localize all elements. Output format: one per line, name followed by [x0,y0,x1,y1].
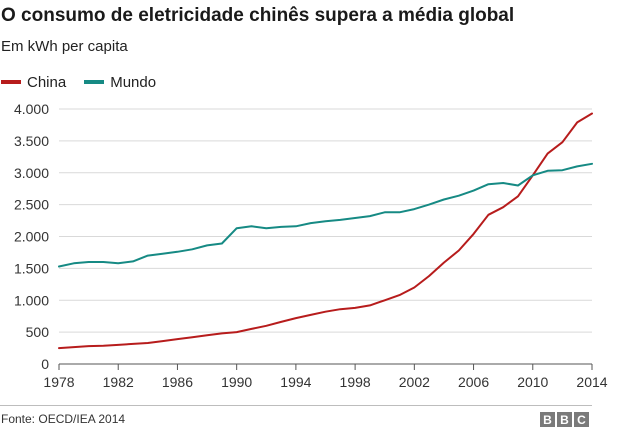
x-tick-label: 1978 [43,374,74,390]
legend-item-china: China [1,74,66,91]
y-tick-label: 0 [41,356,49,372]
y-tick-label: 4.000 [14,101,49,117]
legend-label-mundo: Mundo [110,73,157,91]
bbc-logo: B B C [538,412,589,427]
source-note: Fonte: OECD/IEA 2014 [1,412,126,426]
y-tick-label: 500 [26,324,50,340]
y-tick-label: 2.500 [14,197,49,213]
x-tick-label: 2014 [576,374,607,390]
legend-label-china: China [27,73,67,91]
series-line-china [58,112,593,350]
y-tick-label: 1.000 [14,292,49,308]
x-tick-label: 2002 [399,374,430,390]
chart-subtitle: Em kWh per capita [1,38,128,55]
bbc-logo-letter-3: C [574,412,589,427]
y-tick-label: 1.500 [14,260,49,276]
x-tick-label: 1990 [221,374,252,390]
y-tick-label: 3.000 [14,165,49,181]
x-tick-label: 1982 [103,374,134,390]
bbc-logo-letter-1: B [540,412,555,427]
y-tick-label: 2.000 [14,229,49,245]
legend: China Mundo [1,73,174,91]
legend-swatch-china [1,80,21,84]
bbc-logo-letter-2: B [557,412,572,427]
chart-title: O consumo de eletricidade chinês supera … [1,5,515,26]
x-tick-label: 1994 [280,374,311,390]
y-tick-label: 3.500 [14,133,49,149]
x-tick-label: 2006 [458,374,489,390]
footer-divider [0,405,592,406]
x-tick-label: 1998 [340,374,371,390]
legend-item-mundo: Mundo [84,74,156,91]
legend-swatch-mundo [84,80,105,84]
x-tick-label: 1986 [162,374,193,390]
series-line-mundo [58,162,593,268]
line-chart: 0 500 1.000 1.500 2.000 2.500 3.000 3.500 4.000 1… [14,101,608,390]
x-tick-label: 2010 [517,374,548,390]
